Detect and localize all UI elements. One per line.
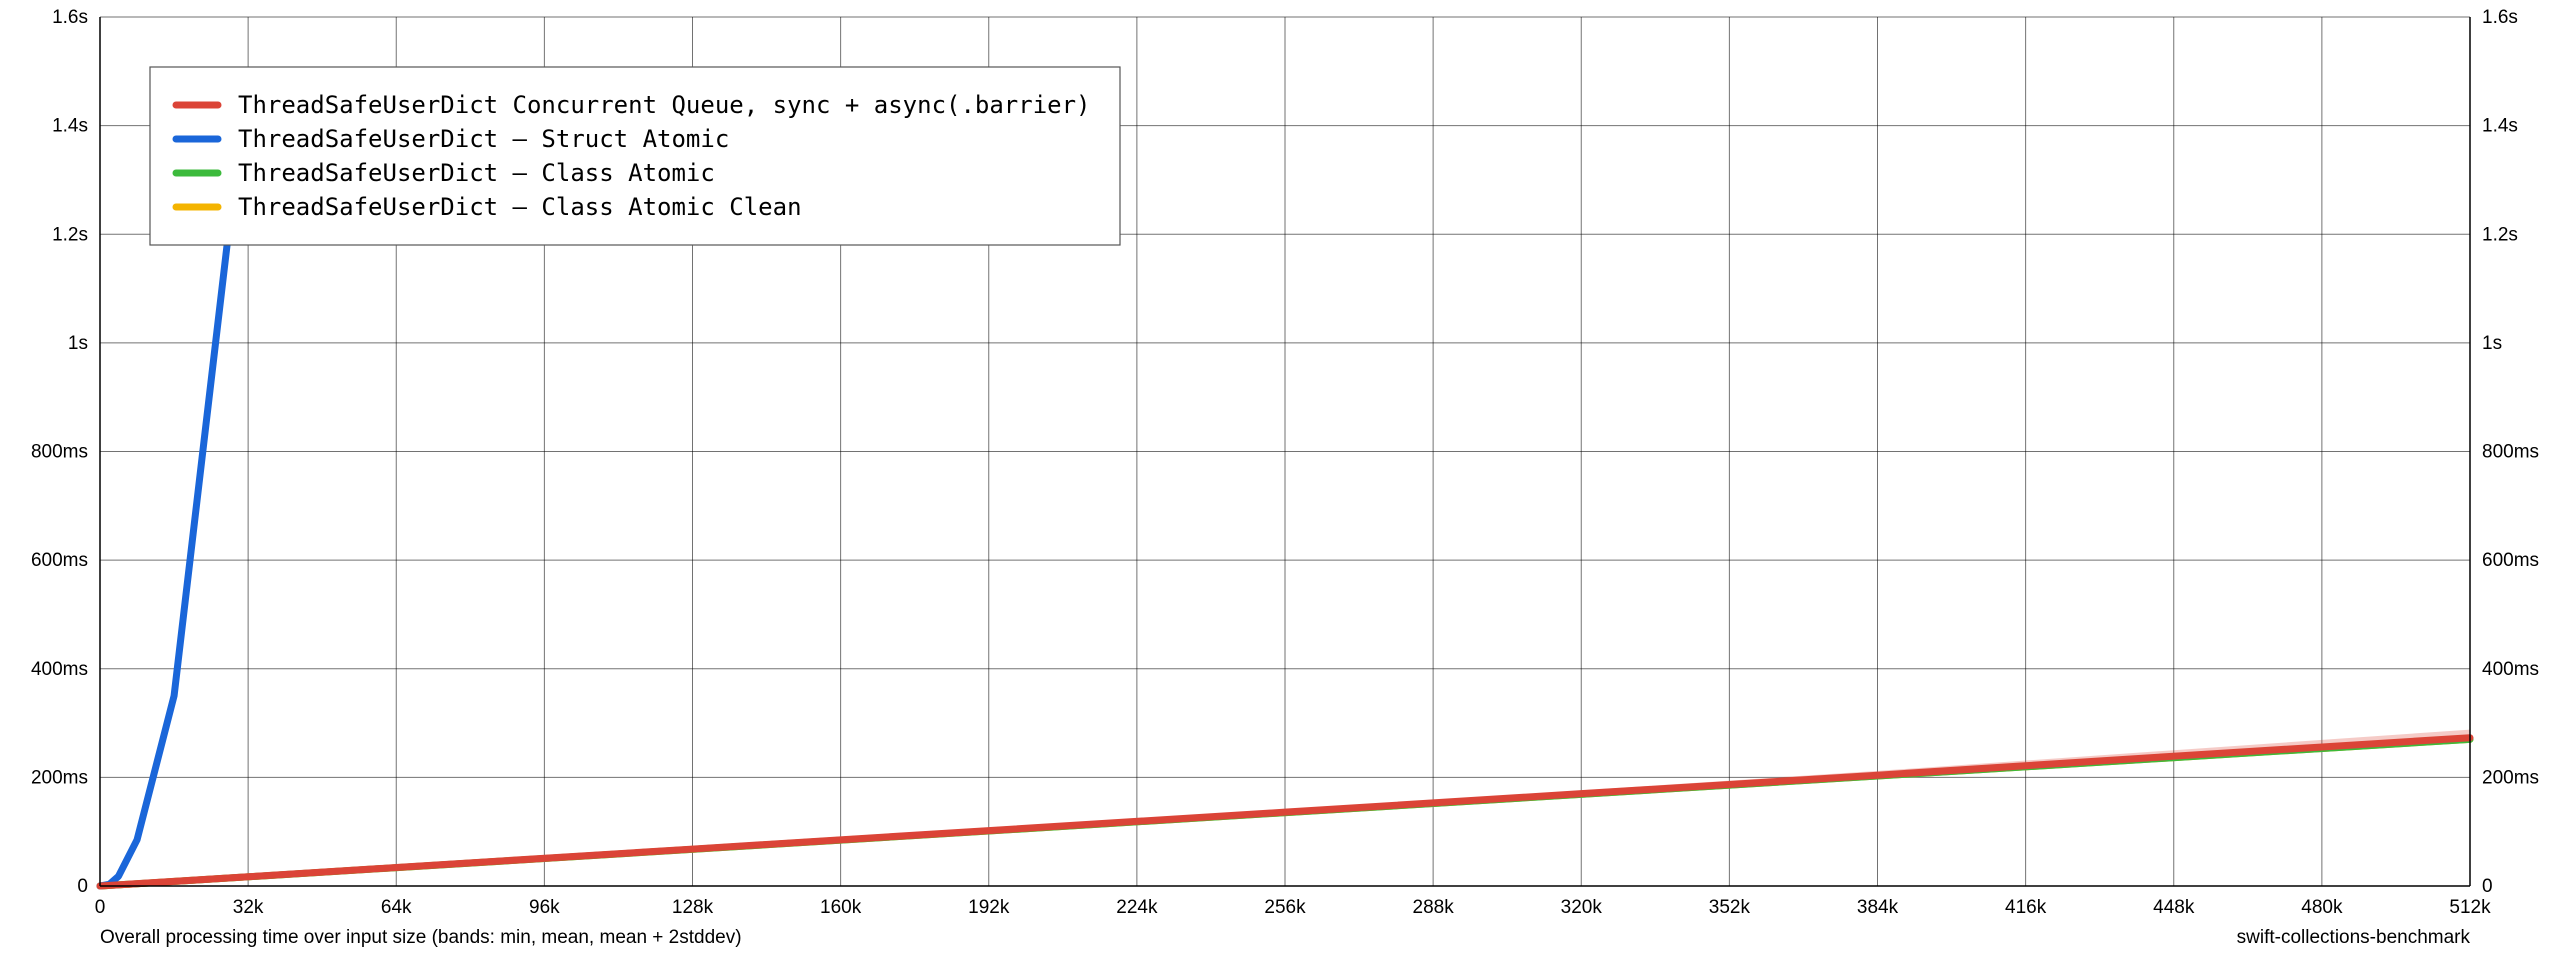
y-tick-label-left: 0 [77, 876, 88, 897]
watermark-label: swift-collections-benchmark [2237, 927, 2471, 948]
legend-label: ThreadSafeUserDict – Struct Atomic [238, 125, 729, 153]
series-line-0 [96, 734, 2474, 890]
y-tick-label-left: 1.6s [52, 7, 88, 28]
x-tick-label: 160k [820, 897, 862, 918]
y-tick-label-left: 400ms [31, 659, 88, 680]
x-tick-label: 0 [95, 897, 106, 918]
y-tick-label-left: 1.4s [52, 116, 88, 137]
x-tick-label: 288k [1413, 897, 1455, 918]
x-tick-label: 32k [233, 897, 264, 918]
y-tick-label-right: 0 [2482, 876, 2493, 897]
axis-frame [99, 17, 2471, 887]
y-axis-left-ticks: 0 200ms 400ms 600ms 800ms 1s 1.2s 1.4s 1.6s [31, 7, 88, 897]
y-tick-label-right: 1.6s [2482, 7, 2518, 28]
y-tick-label-right: 200ms [2482, 767, 2539, 788]
x-tick-label: 416k [2005, 897, 2047, 918]
x-tick-label: 224k [1116, 897, 1158, 918]
x-axis-caption: Overall processing time over input size … [100, 927, 742, 948]
y-tick-label-right: 1s [2482, 333, 2502, 354]
y-tick-label-left: 600ms [31, 550, 88, 571]
y-axis-right-ticks: 0 200ms 400ms 600ms 800ms 1s 1.2s 1.4s 1.6s [2482, 7, 2539, 897]
x-tick-label: 64k [381, 897, 412, 918]
x-tick-label: 128k [672, 897, 714, 918]
y-tick-label-right: 400ms [2482, 659, 2539, 680]
x-tick-label: 256k [1264, 897, 1306, 918]
legend-label: ThreadSafeUserDict – Class Atomic [238, 159, 715, 187]
y-tick-label-left: 800ms [31, 442, 88, 463]
y-tick-label-left: 1.2s [52, 224, 88, 245]
legend-label: ThreadSafeUserDict Concurrent Queue, syn… [238, 91, 1091, 119]
x-tick-label: 480k [2301, 897, 2343, 918]
x-tick-label: 320k [1561, 897, 1603, 918]
x-tick-label: 384k [1857, 897, 1899, 918]
legend: ThreadSafeUserDict Concurrent Queue, syn… [149, 66, 1121, 246]
legend-label: ThreadSafeUserDict – Class Atomic Clean [238, 193, 802, 221]
x-tick-label: 96k [529, 897, 560, 918]
x-tick-label: 448k [2153, 897, 2195, 918]
legend-box [149, 66, 1121, 246]
y-tick-label-right: 1.2s [2482, 224, 2518, 245]
x-tick-label: 192k [968, 897, 1010, 918]
x-axis-ticks: 0 32k 64k 96k 128k 160k 192k 224k 256k 288k 320k 35… [95, 897, 2491, 918]
y-tick-label-right: 600ms [2482, 550, 2539, 571]
y-tick-label-left: 200ms [31, 767, 88, 788]
y-tick-label-right: 1.4s [2482, 116, 2518, 137]
y-tick-label-right: 800ms [2482, 442, 2539, 463]
y-tick-label-left: 1s [68, 333, 88, 354]
x-tick-label: 352k [1709, 897, 1751, 918]
x-tick-label: 512k [2449, 897, 2491, 918]
